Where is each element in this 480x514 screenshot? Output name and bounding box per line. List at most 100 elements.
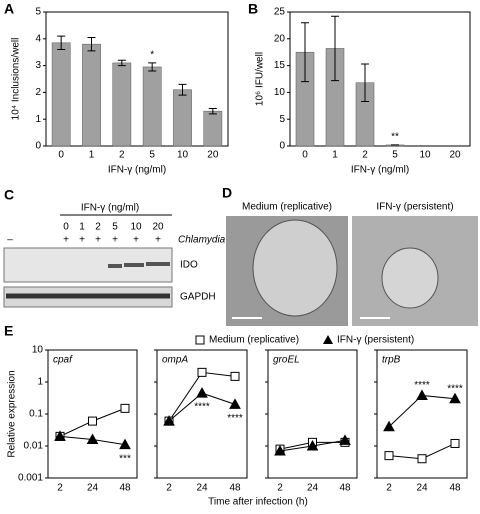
marker [54, 430, 66, 441]
blot-label: IDO [180, 260, 198, 271]
error-bar [331, 15, 339, 82]
dose-label: 5 [112, 222, 118, 233]
subplot-title: ompA [162, 355, 188, 366]
panel-label: C [4, 187, 14, 203]
series-line [388, 394, 456, 428]
infection-sign: + [79, 235, 85, 246]
y-tick-label: 0 [35, 141, 41, 152]
marker [417, 454, 427, 464]
x-tick-label: 24 [307, 483, 319, 494]
legend-label: IFN-γ (persistent) [337, 335, 414, 346]
x-tick-label: 24 [416, 483, 428, 494]
x-tick-label: 0 [58, 150, 64, 161]
x-tick-label: 10 [177, 150, 189, 161]
y-tick-label: 25 [274, 7, 286, 18]
x-tick-label: 24 [196, 483, 208, 494]
y-tick-label: 5 [35, 7, 41, 18]
marker [416, 389, 428, 400]
x-axis-label: Time after infection (h) [208, 497, 308, 508]
marker [384, 451, 394, 461]
marker [86, 433, 99, 444]
bar [51, 42, 71, 147]
dose-label: 1 [79, 222, 85, 233]
marker [88, 416, 97, 426]
dose-label: 2 [95, 222, 101, 233]
marker [230, 371, 240, 381]
error-bar [87, 36, 96, 52]
dose-label: 20 [152, 222, 164, 233]
x-tick-label: 48 [339, 483, 351, 494]
blot-label: GAPDH [180, 292, 216, 303]
dose-label: 10 [130, 222, 142, 233]
x-axis-label: IFN-γ (ng/ml) [108, 165, 166, 176]
infection-sign: – [7, 235, 13, 246]
x-tick-label: 48 [449, 483, 461, 494]
legend-marker [323, 335, 333, 344]
x-tick-label: 20 [449, 150, 461, 161]
x-tick-label: 2 [119, 150, 125, 161]
marker [163, 415, 175, 426]
x-tick-label: 2 [57, 483, 63, 494]
error-bar [178, 83, 187, 96]
significance: **** [194, 402, 210, 413]
panel-label: E [4, 323, 13, 339]
bar [203, 110, 223, 147]
significance: *** [119, 453, 131, 464]
y-tick-label: 20 [274, 33, 286, 44]
infection-sign: + [112, 235, 118, 246]
y-axis-label: 10⁴ Inclusions/well [11, 38, 22, 121]
legend-label: Medium (replicative) [209, 335, 299, 346]
x-tick-label: 2 [277, 483, 283, 494]
y-tick-label: 4 [35, 33, 41, 44]
bar [173, 89, 192, 147]
panel-label: D [222, 185, 232, 201]
y-tick-label: 0.001 [18, 473, 43, 484]
significance: ** [391, 132, 399, 143]
x-tick-label: 20 [207, 150, 219, 161]
infection-sign: + [155, 235, 161, 246]
x-tick-label: 2 [166, 483, 172, 494]
x-tick-label: 10 [419, 150, 431, 161]
x-tick-label: 48 [229, 483, 241, 494]
y-tick-label: 10 [32, 345, 44, 356]
subplot-title: groEL [273, 355, 300, 366]
dose-label: 0 [63, 222, 69, 233]
marker [306, 439, 319, 451]
error-bar [148, 62, 157, 72]
plot-frame [45, 11, 229, 147]
inclusion [252, 219, 338, 317]
y-tick-label: 5 [279, 114, 285, 125]
panel-label: B [248, 1, 258, 17]
image-title: IFN-γ (persistent) [376, 202, 453, 213]
y-tick-label: 3 [35, 60, 41, 71]
x-tick-label: 2 [386, 483, 392, 494]
error-bar [117, 59, 126, 67]
error-bar [208, 107, 217, 115]
x-tick-label: 5 [392, 150, 398, 161]
marker [120, 403, 130, 413]
error-bar [57, 35, 66, 51]
x-tick-label: 0 [302, 150, 308, 161]
significance: **** [227, 413, 243, 424]
y-tick-label: 0.1 [29, 409, 43, 420]
plot-frame [289, 11, 471, 147]
y-tick-label: 2 [35, 87, 41, 98]
x-tick-label: 24 [87, 483, 99, 494]
inclusion [381, 247, 439, 309]
marker [197, 367, 207, 377]
subplot-title: cpaf [53, 355, 73, 366]
x-axis-label: IFN-γ (ng/ml) [351, 165, 409, 176]
bar [142, 66, 162, 147]
plot-frame [267, 349, 358, 479]
bar [82, 43, 101, 147]
infection-sign: + [95, 235, 101, 246]
marker [450, 438, 460, 448]
infection-sign: + [63, 235, 69, 246]
marker [229, 398, 241, 409]
y-tick-label: 1 [37, 377, 43, 388]
y-axis-label: 10⁶ IFU/well [255, 52, 266, 106]
y-tick-label: 10 [274, 87, 286, 98]
ido-bands [108, 262, 170, 268]
x-tick-label: 1 [89, 150, 95, 161]
